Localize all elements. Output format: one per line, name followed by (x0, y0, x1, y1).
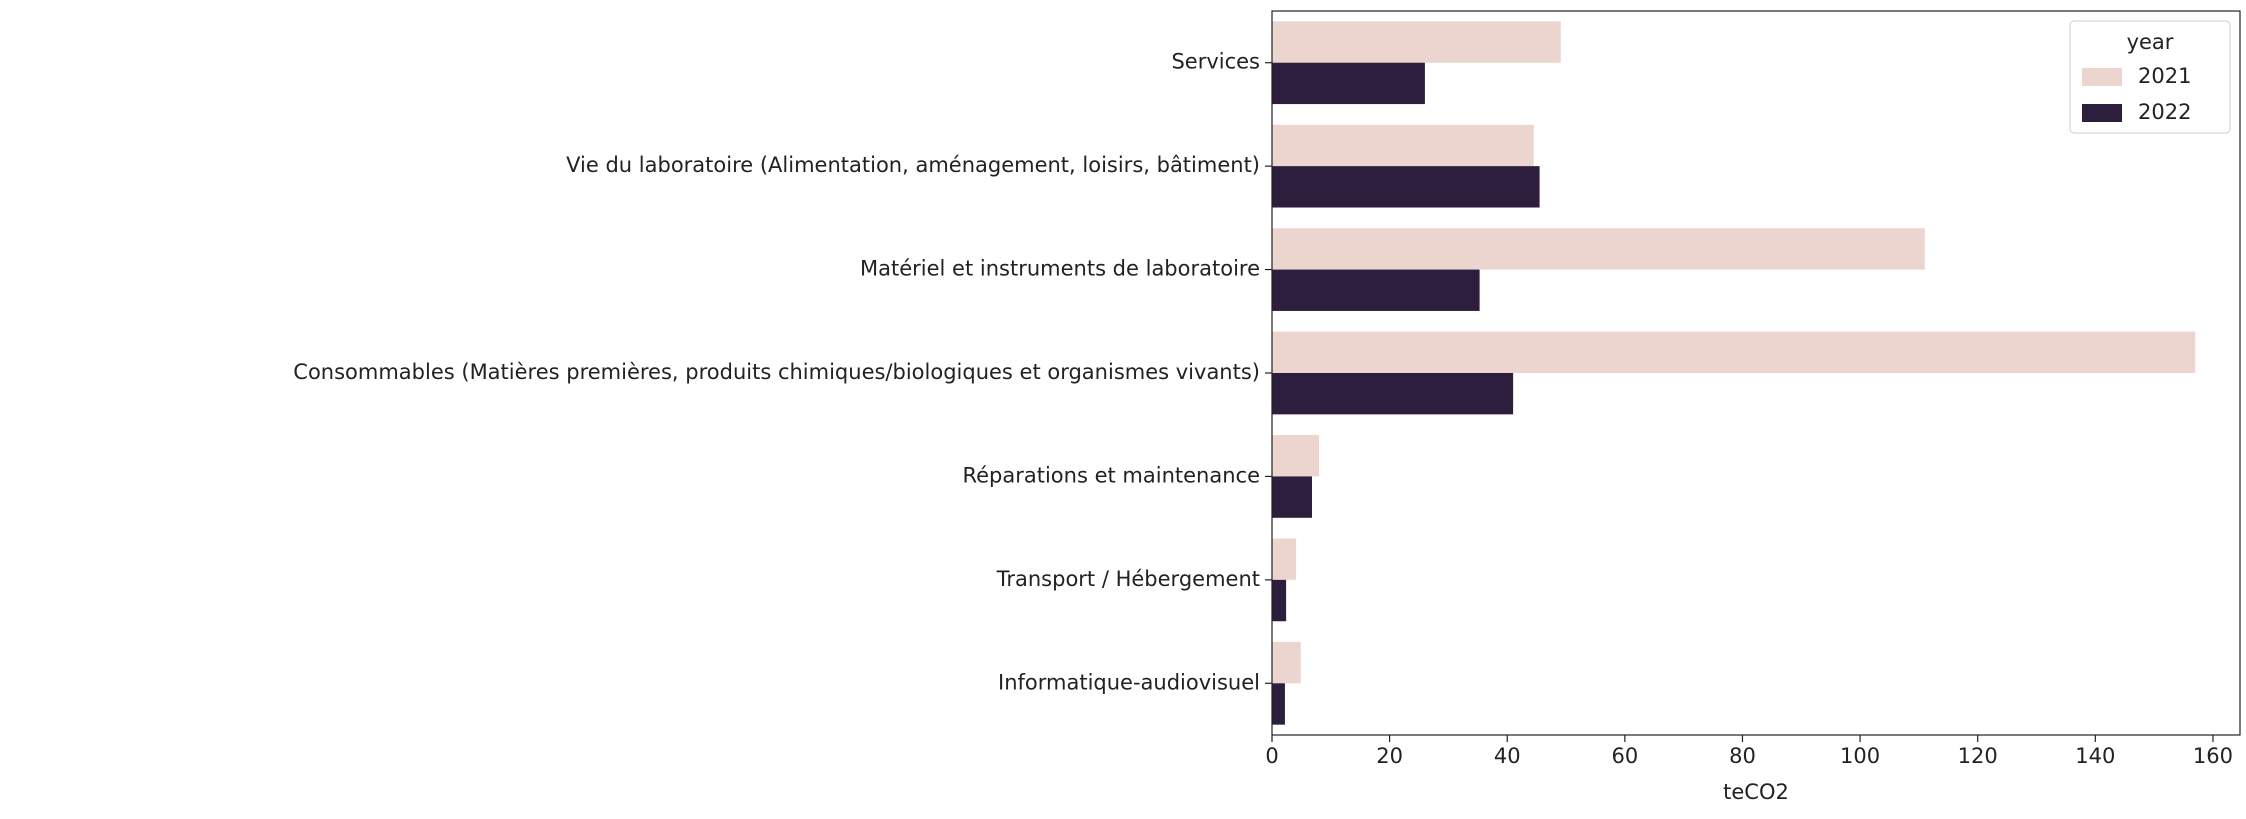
x-tick-label: 80 (1729, 744, 1756, 768)
y-tick-label: Consommables (Matières premières, produi… (293, 360, 1260, 384)
x-tick-label: 140 (2075, 744, 2115, 768)
y-tick-label: Vie du laboratoire (Alimentation, aménag… (566, 153, 1260, 177)
x-axis-label: teCO2 (1723, 780, 1789, 804)
bar (1272, 476, 1312, 518)
x-tick-label: 0 (1265, 744, 1278, 768)
bar (1272, 373, 1514, 415)
x-tick-label: 40 (1494, 744, 1521, 768)
bar (1272, 269, 1480, 311)
legend-swatch (2082, 104, 2122, 122)
bar (1272, 579, 1287, 622)
bar (1272, 124, 1534, 167)
y-tick-label: Matériel et instruments de laboratoire (860, 257, 1260, 281)
bar (1272, 166, 1540, 208)
y-tick-label: Informatique-audiovisuel (998, 670, 1260, 694)
legend-title: year (2127, 30, 2174, 54)
bar (1272, 641, 1301, 684)
x-tick-label: 100 (1840, 744, 1880, 768)
x-tick-label: 20 (1376, 744, 1403, 768)
x-tick-label: 160 (2193, 744, 2233, 768)
bar (1272, 62, 1425, 105)
legend-label: 2021 (2138, 64, 2191, 88)
legend-swatch (2082, 68, 2122, 86)
bar (1272, 228, 1925, 270)
bar (1272, 683, 1285, 725)
x-tick-label: 120 (1958, 744, 1998, 768)
y-tick-label: Services (1171, 50, 1260, 74)
x-tick-label: 60 (1611, 744, 1638, 768)
bar (1272, 435, 1320, 477)
legend-label: 2022 (2138, 100, 2191, 124)
y-tick-label: Transport / Hébergement (996, 567, 1260, 591)
axes-frame (1271, 10, 2241, 736)
bar (1272, 21, 1561, 63)
y-tick-label: Réparations et maintenance (962, 463, 1260, 487)
bar (1272, 538, 1297, 580)
bar (1272, 331, 2196, 373)
